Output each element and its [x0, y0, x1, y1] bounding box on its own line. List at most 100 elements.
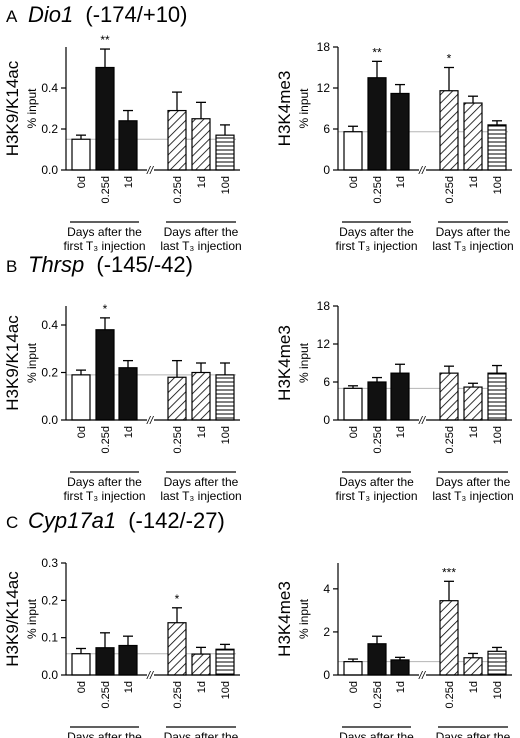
bar	[439, 90, 459, 171]
category-label: 0.25d	[372, 426, 384, 454]
bar	[463, 102, 483, 171]
significance-stars: *	[103, 302, 108, 316]
panel-b-header: B Thrsp (-145/-42)	[6, 252, 193, 277]
y-tick-label: 6	[323, 122, 330, 136]
svg-text:Dio1 (-174/+10): Dio1 (-174/+10)	[28, 2, 188, 27]
group-label-last: Days after the	[436, 225, 511, 239]
category-label: 1d	[468, 426, 480, 438]
y-tick-label: 0.2	[41, 122, 58, 136]
bar	[95, 647, 115, 676]
y-axis-sublabel: % input	[25, 88, 39, 129]
category-label: 10d	[492, 426, 504, 444]
panel-a-gene: Dio1	[28, 2, 73, 27]
group-label-last: Days after the	[436, 730, 511, 738]
y-axis-label: H3K9/K14ac	[3, 315, 22, 411]
y-axis-sublabel: % input	[297, 88, 311, 129]
y-tick-label: 6	[323, 375, 330, 389]
chart-B-left: 0d * 0.25d 1d 0.25d 1d 10d // 0.0 0.2 0.4 H3K9/K14a…	[3, 302, 242, 503]
chart-B-right: 0d 0.25d 1d 0.25d 1d 10d // 0 6 12 18 H3K4me3% inpu…	[275, 299, 514, 503]
group-label-first: first T₃ injection	[335, 489, 417, 503]
chart-C-right: 0d 0.25d 1d *** 0.25d 1d 10d // 0 2 4 H3K4me3% inpu…	[275, 563, 512, 738]
y-tick-label: 0	[323, 413, 330, 427]
significance-stars: ***	[442, 565, 456, 579]
y-tick-label: 0.0	[41, 668, 58, 682]
bar	[343, 661, 363, 676]
bar	[367, 77, 387, 171]
category-label: 1d	[123, 681, 135, 693]
bar	[95, 329, 115, 421]
bar	[487, 650, 507, 676]
y-tick-label: 18	[317, 40, 331, 54]
y-tick-label: 0.0	[41, 163, 58, 177]
y-tick-label: 0.2	[41, 366, 58, 380]
bar	[95, 66, 115, 171]
axis-break: //	[418, 165, 426, 177]
axis-break: //	[146, 165, 154, 177]
group-label-last: last T₃ injection	[432, 489, 513, 503]
y-axis-sublabel: % input	[25, 598, 39, 639]
y-axis-label: H3K4me3	[275, 71, 294, 147]
axis-break: //	[418, 670, 426, 682]
bar	[463, 386, 483, 421]
bar	[367, 381, 387, 421]
category-label: 1d	[395, 176, 407, 188]
y-tick-label: 0.2	[41, 593, 58, 607]
category-label: 1d	[123, 426, 135, 438]
y-axis-label: H3K4me3	[275, 581, 294, 657]
category-label: 1d	[196, 426, 208, 438]
category-label: 1d	[123, 176, 135, 188]
y-tick-label: 4	[323, 582, 330, 596]
axis-break: //	[146, 670, 154, 682]
significance-stars: **	[100, 33, 110, 47]
panel-c-header: C Cyp17a1 (-142/-27)	[6, 508, 225, 533]
category-label: 1d	[468, 176, 480, 188]
group-label-first: Days after the	[339, 225, 414, 239]
category-label: 1d	[196, 176, 208, 188]
category-label: 0.25d	[444, 681, 456, 709]
y-tick-label: 12	[317, 81, 331, 95]
y-axis-sublabel: % input	[297, 598, 311, 639]
category-label: 1d	[196, 681, 208, 693]
y-tick-label: 0.4	[41, 318, 58, 332]
category-label: 0d	[76, 681, 88, 693]
category-label: 0.25d	[100, 681, 112, 709]
bar	[390, 372, 410, 421]
category-label: 0.25d	[444, 176, 456, 204]
category-label: 0.25d	[172, 176, 184, 204]
group-label-last: Days after the	[164, 475, 239, 489]
group-label-first: first T₃ injection	[335, 239, 417, 253]
panel-b-gene: Thrsp	[28, 252, 84, 277]
group-label-first: first T₃ injection	[63, 239, 145, 253]
bar	[191, 653, 211, 676]
y-tick-label: 0.0	[41, 413, 58, 427]
bar	[439, 372, 459, 421]
bar	[191, 371, 211, 421]
bar	[343, 131, 363, 171]
bar	[487, 372, 507, 421]
category-label: 10d	[492, 681, 504, 699]
bar	[167, 622, 187, 676]
category-label: 0d	[76, 176, 88, 188]
charts: 0d**0.25d 1d 0.25d 1d 10d//0.00.20.4H3K9/K14…	[3, 33, 514, 738]
group-label-first: first T₃ injection	[63, 489, 145, 503]
bar	[215, 134, 235, 171]
y-tick-label: 0	[323, 668, 330, 682]
category-label: 0d	[348, 426, 360, 438]
significance-stars: *	[175, 592, 180, 606]
axis-break: //	[146, 415, 154, 427]
y-tick-label: 18	[317, 299, 331, 313]
category-label: 10d	[220, 426, 232, 444]
category-label: 0d	[76, 426, 88, 438]
group-label-first: Days after the	[67, 730, 142, 738]
category-label: 1d	[395, 426, 407, 438]
bar	[118, 120, 138, 171]
significance-stars: **	[372, 45, 382, 59]
y-axis-label: H3K9/K14ac	[3, 60, 22, 156]
chart-A-right: 0d ** 0.25d 1d * 0.25d 1d 10d // 0 6 12 18 H3K4me3% i…	[275, 40, 514, 253]
bar	[390, 92, 410, 171]
panel-b-region: (-145/-42)	[96, 252, 193, 277]
category-label: 10d	[220, 176, 232, 194]
y-axis-sublabel: % input	[297, 342, 311, 383]
bar	[439, 600, 459, 676]
